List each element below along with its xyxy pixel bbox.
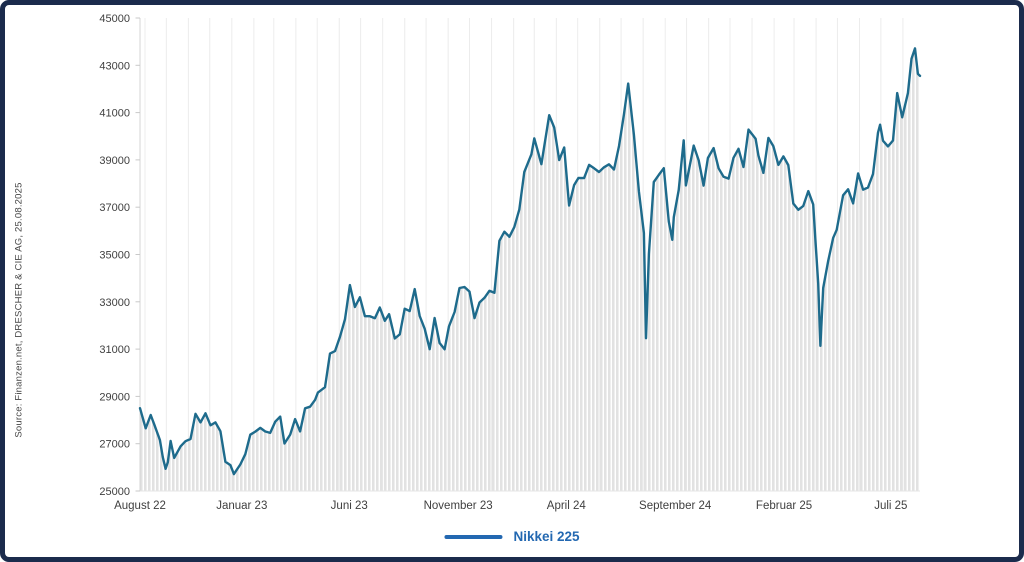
svg-text:29000: 29000 xyxy=(99,391,130,403)
svg-text:27000: 27000 xyxy=(99,439,130,451)
svg-text:Februar 25: Februar 25 xyxy=(756,500,812,512)
svg-text:35000: 35000 xyxy=(99,250,130,262)
svg-text:33000: 33000 xyxy=(99,297,130,309)
svg-text:Juni 23: Juni 23 xyxy=(331,500,368,512)
svg-text:September 24: September 24 xyxy=(639,500,712,512)
legend: Nikkei 225 xyxy=(444,529,580,544)
legend-label: Nikkei 225 xyxy=(513,529,580,544)
legend-line-swatch xyxy=(444,534,503,539)
svg-text:45000: 45000 xyxy=(99,13,130,25)
svg-text:November 23: November 23 xyxy=(424,500,493,512)
svg-text:31000: 31000 xyxy=(99,344,130,356)
svg-text:25000: 25000 xyxy=(99,486,130,498)
svg-text:41000: 41000 xyxy=(99,108,130,120)
source-note: Source: Finanzen.net, DRESCHER & CIE AG,… xyxy=(13,182,25,438)
svg-text:39000: 39000 xyxy=(99,155,130,167)
svg-text:37000: 37000 xyxy=(99,202,130,214)
svg-text:43000: 43000 xyxy=(99,60,130,72)
svg-text:August 22: August 22 xyxy=(114,500,166,512)
svg-text:Juli 25: Juli 25 xyxy=(874,500,907,512)
svg-text:Januar 23: Januar 23 xyxy=(216,500,267,512)
svg-text:April 24: April 24 xyxy=(547,500,587,512)
